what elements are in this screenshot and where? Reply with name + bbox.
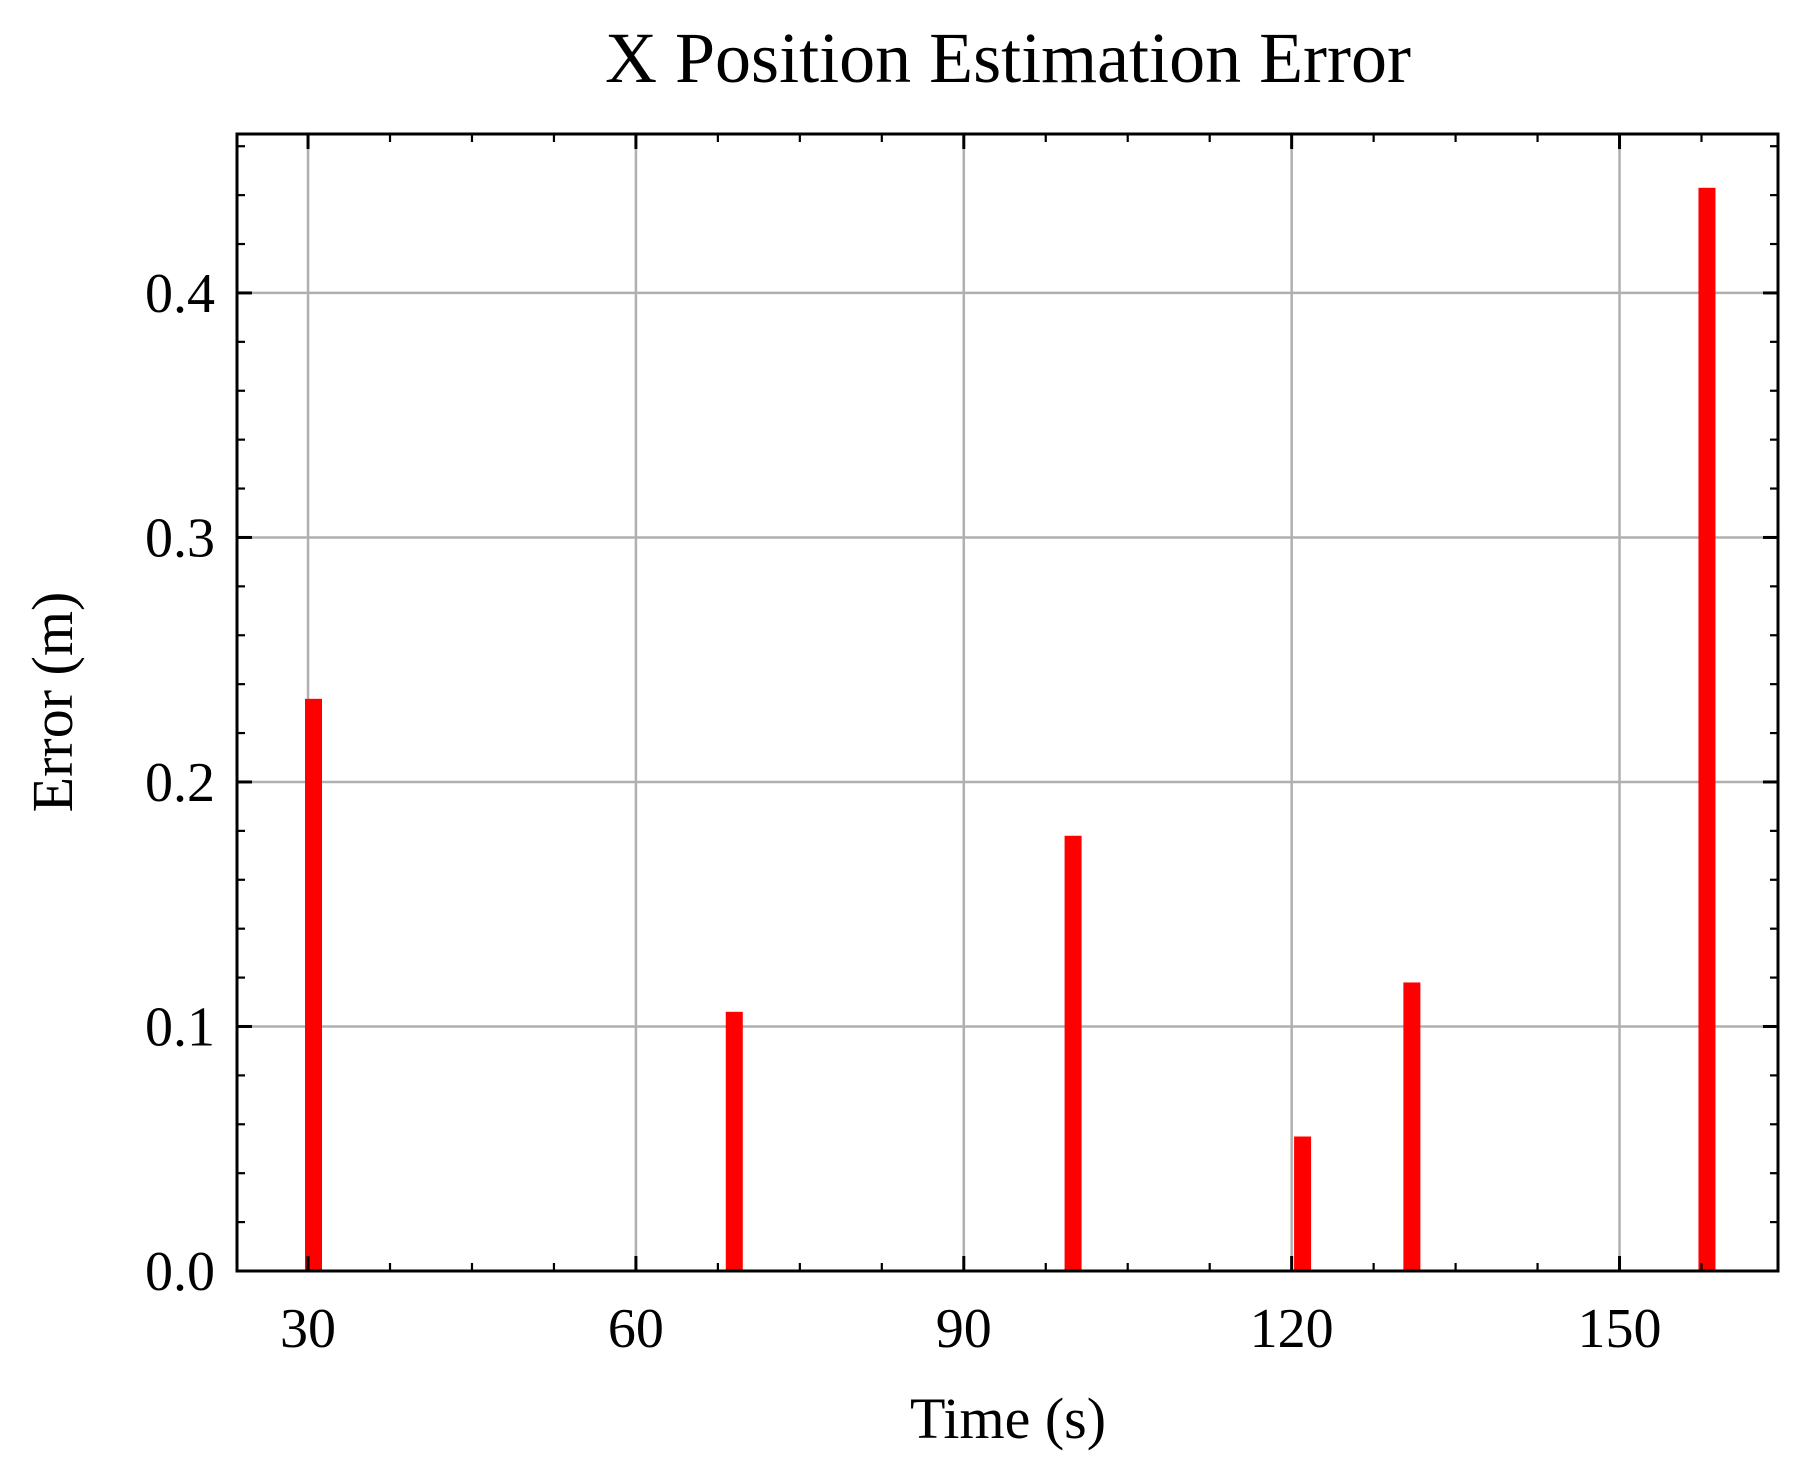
x-tick-label: 120 — [1250, 1298, 1334, 1360]
bar — [1698, 187, 1716, 1271]
ticks — [237, 134, 1778, 1273]
y-tick-label: 0.0 — [145, 1241, 215, 1303]
x-tick-label: 90 — [936, 1298, 992, 1360]
y-axis-label: Error (m) — [20, 592, 85, 813]
y-tick-label: 0.1 — [145, 996, 215, 1058]
y-tick-label: 0.2 — [145, 752, 215, 814]
x-tick-label: 30 — [280, 1298, 336, 1360]
x-tick-label: 150 — [1578, 1298, 1662, 1360]
bar — [1294, 1136, 1312, 1271]
x-tick-label: 60 — [608, 1298, 664, 1360]
bars — [305, 187, 1716, 1271]
bar — [1064, 835, 1082, 1271]
bar — [725, 1011, 743, 1271]
chart-title: X Position Estimation Error — [605, 18, 1411, 98]
y-tick-label: 0.4 — [145, 263, 215, 325]
y-tick-label: 0.3 — [145, 507, 215, 569]
x-axis-label: Time (s) — [910, 1386, 1106, 1451]
tick-labels: 30 60 90 120 150 0.0 0.1 0.2 0.3 0.4 — [145, 263, 1662, 1360]
grid — [237, 134, 1778, 1273]
bar — [305, 698, 323, 1271]
bar — [1403, 982, 1421, 1271]
plot-frame — [235, 132, 1780, 1273]
